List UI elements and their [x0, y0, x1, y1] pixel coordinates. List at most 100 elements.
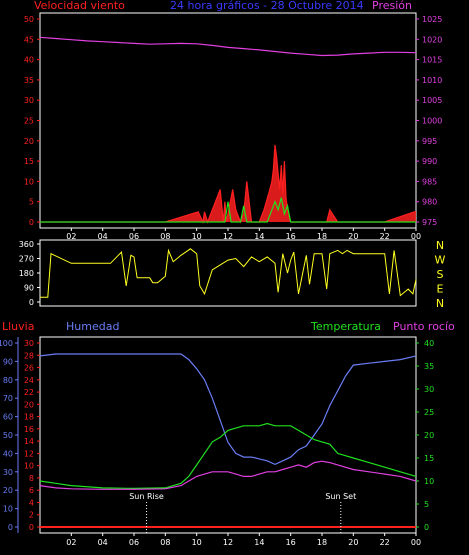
bottom-x-tick-label: 06 — [129, 538, 139, 547]
direction-letter: W — [435, 254, 446, 267]
temp-y-tick-label: 15 — [424, 454, 434, 463]
wind-x-tick-label: 18 — [317, 232, 327, 241]
bottom-x-tick-label: 14 — [254, 538, 264, 547]
pressure-y-tick-label: 1010 — [422, 76, 442, 85]
rain-y-tick-label: 12 — [24, 449, 34, 458]
humidity-y-tick-label: 20 — [3, 486, 13, 495]
temperature-label: Temperatura — [310, 320, 381, 333]
wind-x-tick-label: 08 — [160, 232, 170, 241]
rain-y-tick-label: 18 — [24, 413, 34, 422]
humidity-y-tick-label: 10 — [3, 505, 13, 514]
wind-speed-line — [40, 144, 416, 225]
wind-speed-label: Velocidad viento — [34, 0, 125, 12]
temp-y-tick-label: 20 — [424, 431, 434, 440]
bottom-x-tick-label: 18 — [317, 538, 327, 547]
wind-x-tick-label: 06 — [129, 232, 139, 241]
bottom-x-tick-label: 20 — [348, 538, 358, 547]
temp-y-tick-label: 40 — [424, 339, 434, 348]
bottom-x-tick-label: 02 — [66, 538, 76, 547]
direction-y-tick-label: 90 — [24, 284, 34, 293]
pressure-y-tick-label: 995 — [422, 137, 437, 146]
wind-x-tick-label: 02 — [66, 232, 76, 241]
wind-y-tick-label: 15 — [24, 157, 34, 166]
pressure-y-tick-label: 980 — [422, 198, 437, 207]
humidity-y-tick-label: 100 — [0, 339, 13, 348]
direction-y-tick-label: 270 — [19, 255, 34, 264]
rain-label: Lluvia — [2, 320, 34, 333]
pressure-y-tick-label: 1015 — [422, 56, 442, 65]
direction-letter: N — [436, 239, 444, 252]
bottom-x-tick-label: 10 — [192, 538, 202, 547]
rain-y-tick-label: 14 — [24, 437, 34, 446]
rain-y-tick-label: 8 — [29, 474, 34, 483]
rain-y-tick-label: 4 — [29, 498, 34, 507]
wind-y-tick-label: 40 — [24, 56, 34, 65]
wind-y-tick-label: 20 — [24, 137, 34, 146]
rain-y-tick-label: 24 — [24, 376, 34, 385]
wind-x-tick-label: 12 — [223, 232, 233, 241]
wind-x-tick-label: 16 — [286, 232, 296, 241]
pressure-y-tick-label: 975 — [422, 218, 437, 227]
pressure-label: Presión — [372, 0, 412, 12]
sunrise-label: Sun Rise — [129, 492, 164, 501]
rain-y-tick-label: 22 — [24, 388, 34, 397]
temp-y-tick-label: 35 — [424, 362, 434, 371]
rain-y-tick-label: 16 — [24, 425, 34, 434]
dewpoint-line — [39, 460, 417, 490]
humidity-label: Humedad — [66, 320, 119, 333]
direction-y-tick-label: 360 — [19, 240, 34, 249]
wind-y-tick-label: 45 — [24, 35, 34, 44]
humidity-y-tick-label: 40 — [3, 449, 13, 458]
direction-letter: E — [437, 283, 444, 296]
bottom-x-tick-label: 12 — [223, 538, 233, 547]
chart-title: 24 hora gráficos - 28 Octubre 2014 — [170, 0, 364, 12]
rain-y-tick-label: 10 — [24, 462, 34, 471]
bottom-x-tick-label: 04 — [98, 538, 108, 547]
rain-y-tick-label: 28 — [24, 351, 34, 360]
wind-y-tick-label: 35 — [24, 76, 34, 85]
wind-x-tick-label: 00 — [411, 232, 421, 241]
wind-y-tick-label: 50 — [24, 15, 34, 24]
direction-letter: N — [436, 297, 444, 310]
pressure-y-tick-label: 1020 — [422, 35, 442, 44]
humidity-line — [39, 353, 417, 466]
direction-letter: S — [437, 268, 444, 281]
humidity-y-tick-label: 0 — [8, 523, 13, 532]
pressure-y-tick-label: 1000 — [422, 117, 442, 126]
axis-ticks: 0510152025303540455097598098599099510001… — [0, 15, 442, 547]
annotations: Sun Rise Sun Set — [129, 492, 356, 533]
humidity-y-tick-label: 90 — [3, 357, 13, 366]
wind-x-tick-label: 20 — [348, 232, 358, 241]
temp-y-tick-label: 5 — [424, 500, 429, 509]
wind-x-tick-label: 22 — [380, 232, 390, 241]
pressure-line — [39, 36, 417, 57]
bottom-x-tick-label: 08 — [160, 538, 170, 547]
rain-y-tick-label: 2 — [29, 511, 34, 520]
wind-x-tick-label: 14 — [254, 232, 264, 241]
wind-gust-line — [40, 197, 416, 223]
sunset-label: Sun Set — [325, 492, 356, 501]
series-lines — [39, 36, 417, 528]
wind-direction-line — [40, 248, 417, 298]
wind-x-tick-label: 10 — [192, 232, 202, 241]
pressure-y-tick-label: 1005 — [422, 96, 442, 105]
wind-y-tick-label: 0 — [29, 218, 34, 227]
temp-y-tick-label: 0 — [424, 523, 429, 532]
humidity-y-tick-label: 80 — [3, 376, 13, 385]
dewpoint-label: Punto rocío — [393, 320, 455, 333]
temp-y-tick-label: 30 — [424, 385, 434, 394]
bottom-x-tick-label: 00 — [411, 538, 421, 547]
humidity-y-tick-label: 60 — [3, 413, 13, 422]
temp-y-tick-label: 10 — [424, 477, 434, 486]
bottom-x-tick-label: 22 — [380, 538, 390, 547]
rain-y-tick-label: 20 — [24, 400, 34, 409]
pressure-y-tick-label: 990 — [422, 157, 437, 166]
humidity-y-tick-label: 70 — [3, 394, 13, 403]
direction-y-tick-label: 180 — [19, 269, 34, 278]
rain-y-tick-label: 6 — [29, 486, 34, 495]
direction-panel-frame — [39, 239, 417, 307]
pressure-y-tick-label: 1025 — [422, 15, 442, 24]
humidity-y-tick-label: 30 — [3, 468, 13, 477]
